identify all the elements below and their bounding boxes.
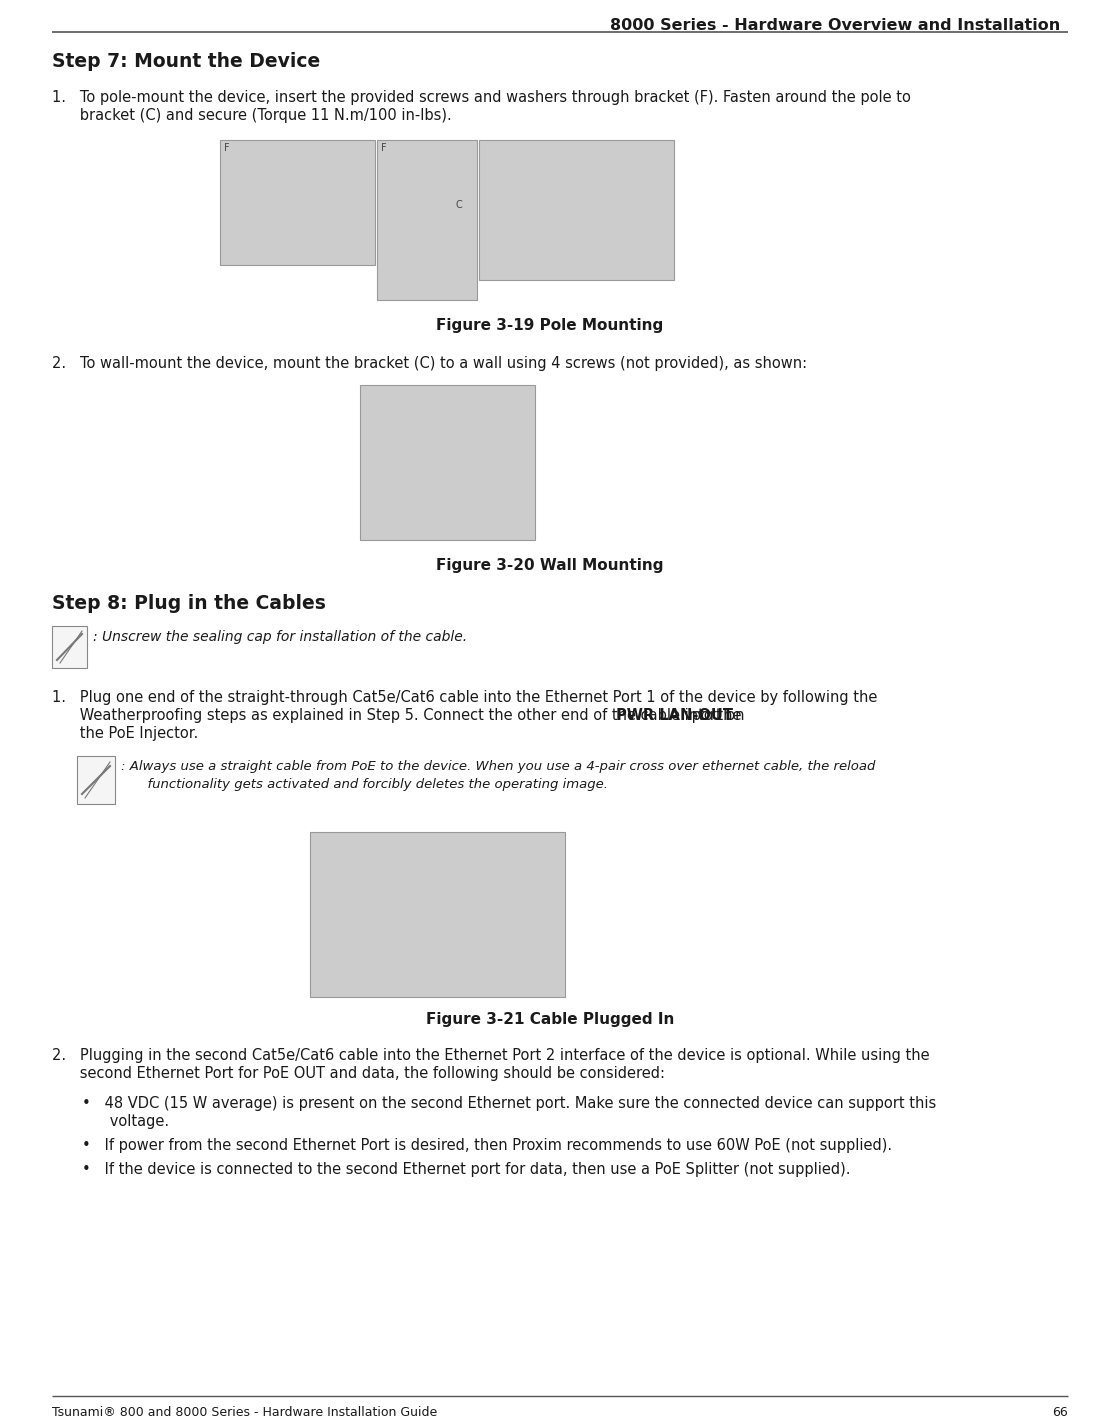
Bar	[360, 385, 535, 540]
FancyBboxPatch shape	[52, 626, 87, 667]
Bar	[220, 140, 375, 265]
Text: port on: port on	[686, 707, 745, 723]
Text: •   48 VDC (15 W average) is present on the second Ethernet port. Make sure the : • 48 VDC (15 W average) is present on th…	[82, 1097, 936, 1111]
Bar	[310, 831, 565, 997]
Text: second Ethernet Port for PoE OUT and data, the following should be considered:: second Ethernet Port for PoE OUT and dat…	[52, 1067, 666, 1081]
Text: •   If power from the second Ethernet Port is desired, then Proxim recommends to: • If power from the second Ethernet Port…	[82, 1138, 892, 1154]
Text: F: F	[381, 143, 386, 153]
Text: Tsunami® 800 and 8000 Series - Hardware Installation Guide: Tsunami® 800 and 8000 Series - Hardware …	[52, 1406, 438, 1419]
Text: 1.   Plug one end of the straight-through Cat5e/Cat6 cable into the Ethernet Por: 1. Plug one end of the straight-through …	[52, 690, 878, 704]
Bar	[377, 140, 477, 299]
Text: : Unscrew the sealing cap for installation of the cable.: : Unscrew the sealing cap for installati…	[94, 630, 467, 645]
Text: 2.   To wall-mount the device, mount the bracket (C) to a wall using 4 screws (n: 2. To wall-mount the device, mount the b…	[52, 356, 807, 371]
Text: 1.   To pole-mount the device, insert the provided screws and washers through br: 1. To pole-mount the device, insert the …	[52, 90, 911, 106]
Text: : Always use a straight cable from PoE to the device. When you use a 4-pair cros: : Always use a straight cable from PoE t…	[121, 760, 876, 773]
Text: Figure 3-19 Pole Mounting: Figure 3-19 Pole Mounting	[437, 318, 663, 334]
Text: F: F	[224, 143, 230, 153]
Text: the PoE Injector.: the PoE Injector.	[52, 726, 198, 742]
Text: 8000 Series - Hardware Overview and Installation: 8000 Series - Hardware Overview and Inst…	[609, 19, 1060, 33]
Text: 66: 66	[1053, 1406, 1068, 1419]
Text: C: C	[455, 200, 462, 210]
Text: Figure 3-21 Cable Plugged In: Figure 3-21 Cable Plugged In	[426, 1012, 674, 1027]
Text: Weatherproofing steps as explained in Step 5. Connect the other end of the cable: Weatherproofing steps as explained in St…	[52, 707, 746, 723]
Text: Step 7: Mount the Device: Step 7: Mount the Device	[52, 51, 320, 71]
Text: voltage.: voltage.	[82, 1114, 169, 1129]
Text: functionality gets activated and forcibly deletes the operating image.: functionality gets activated and forcibl…	[139, 779, 608, 791]
Text: Step 8: Plug in the Cables: Step 8: Plug in the Cables	[52, 595, 326, 613]
Text: PWR LAN-OUT: PWR LAN-OUT	[616, 707, 734, 723]
Text: bracket (C) and secure (Torque 11 N.m/100 in-lbs).: bracket (C) and secure (Torque 11 N.m/10…	[52, 108, 452, 123]
Text: Figure 3-20 Wall Mounting: Figure 3-20 Wall Mounting	[437, 558, 663, 573]
Text: 2.   Plugging in the second Cat5e/Cat6 cable into the Ethernet Port 2 interface : 2. Plugging in the second Cat5e/Cat6 cab…	[52, 1048, 930, 1062]
Text: •   If the device is connected to the second Ethernet port for data, then use a : • If the device is connected to the seco…	[82, 1162, 850, 1176]
FancyBboxPatch shape	[77, 756, 116, 804]
Bar	[478, 140, 674, 279]
